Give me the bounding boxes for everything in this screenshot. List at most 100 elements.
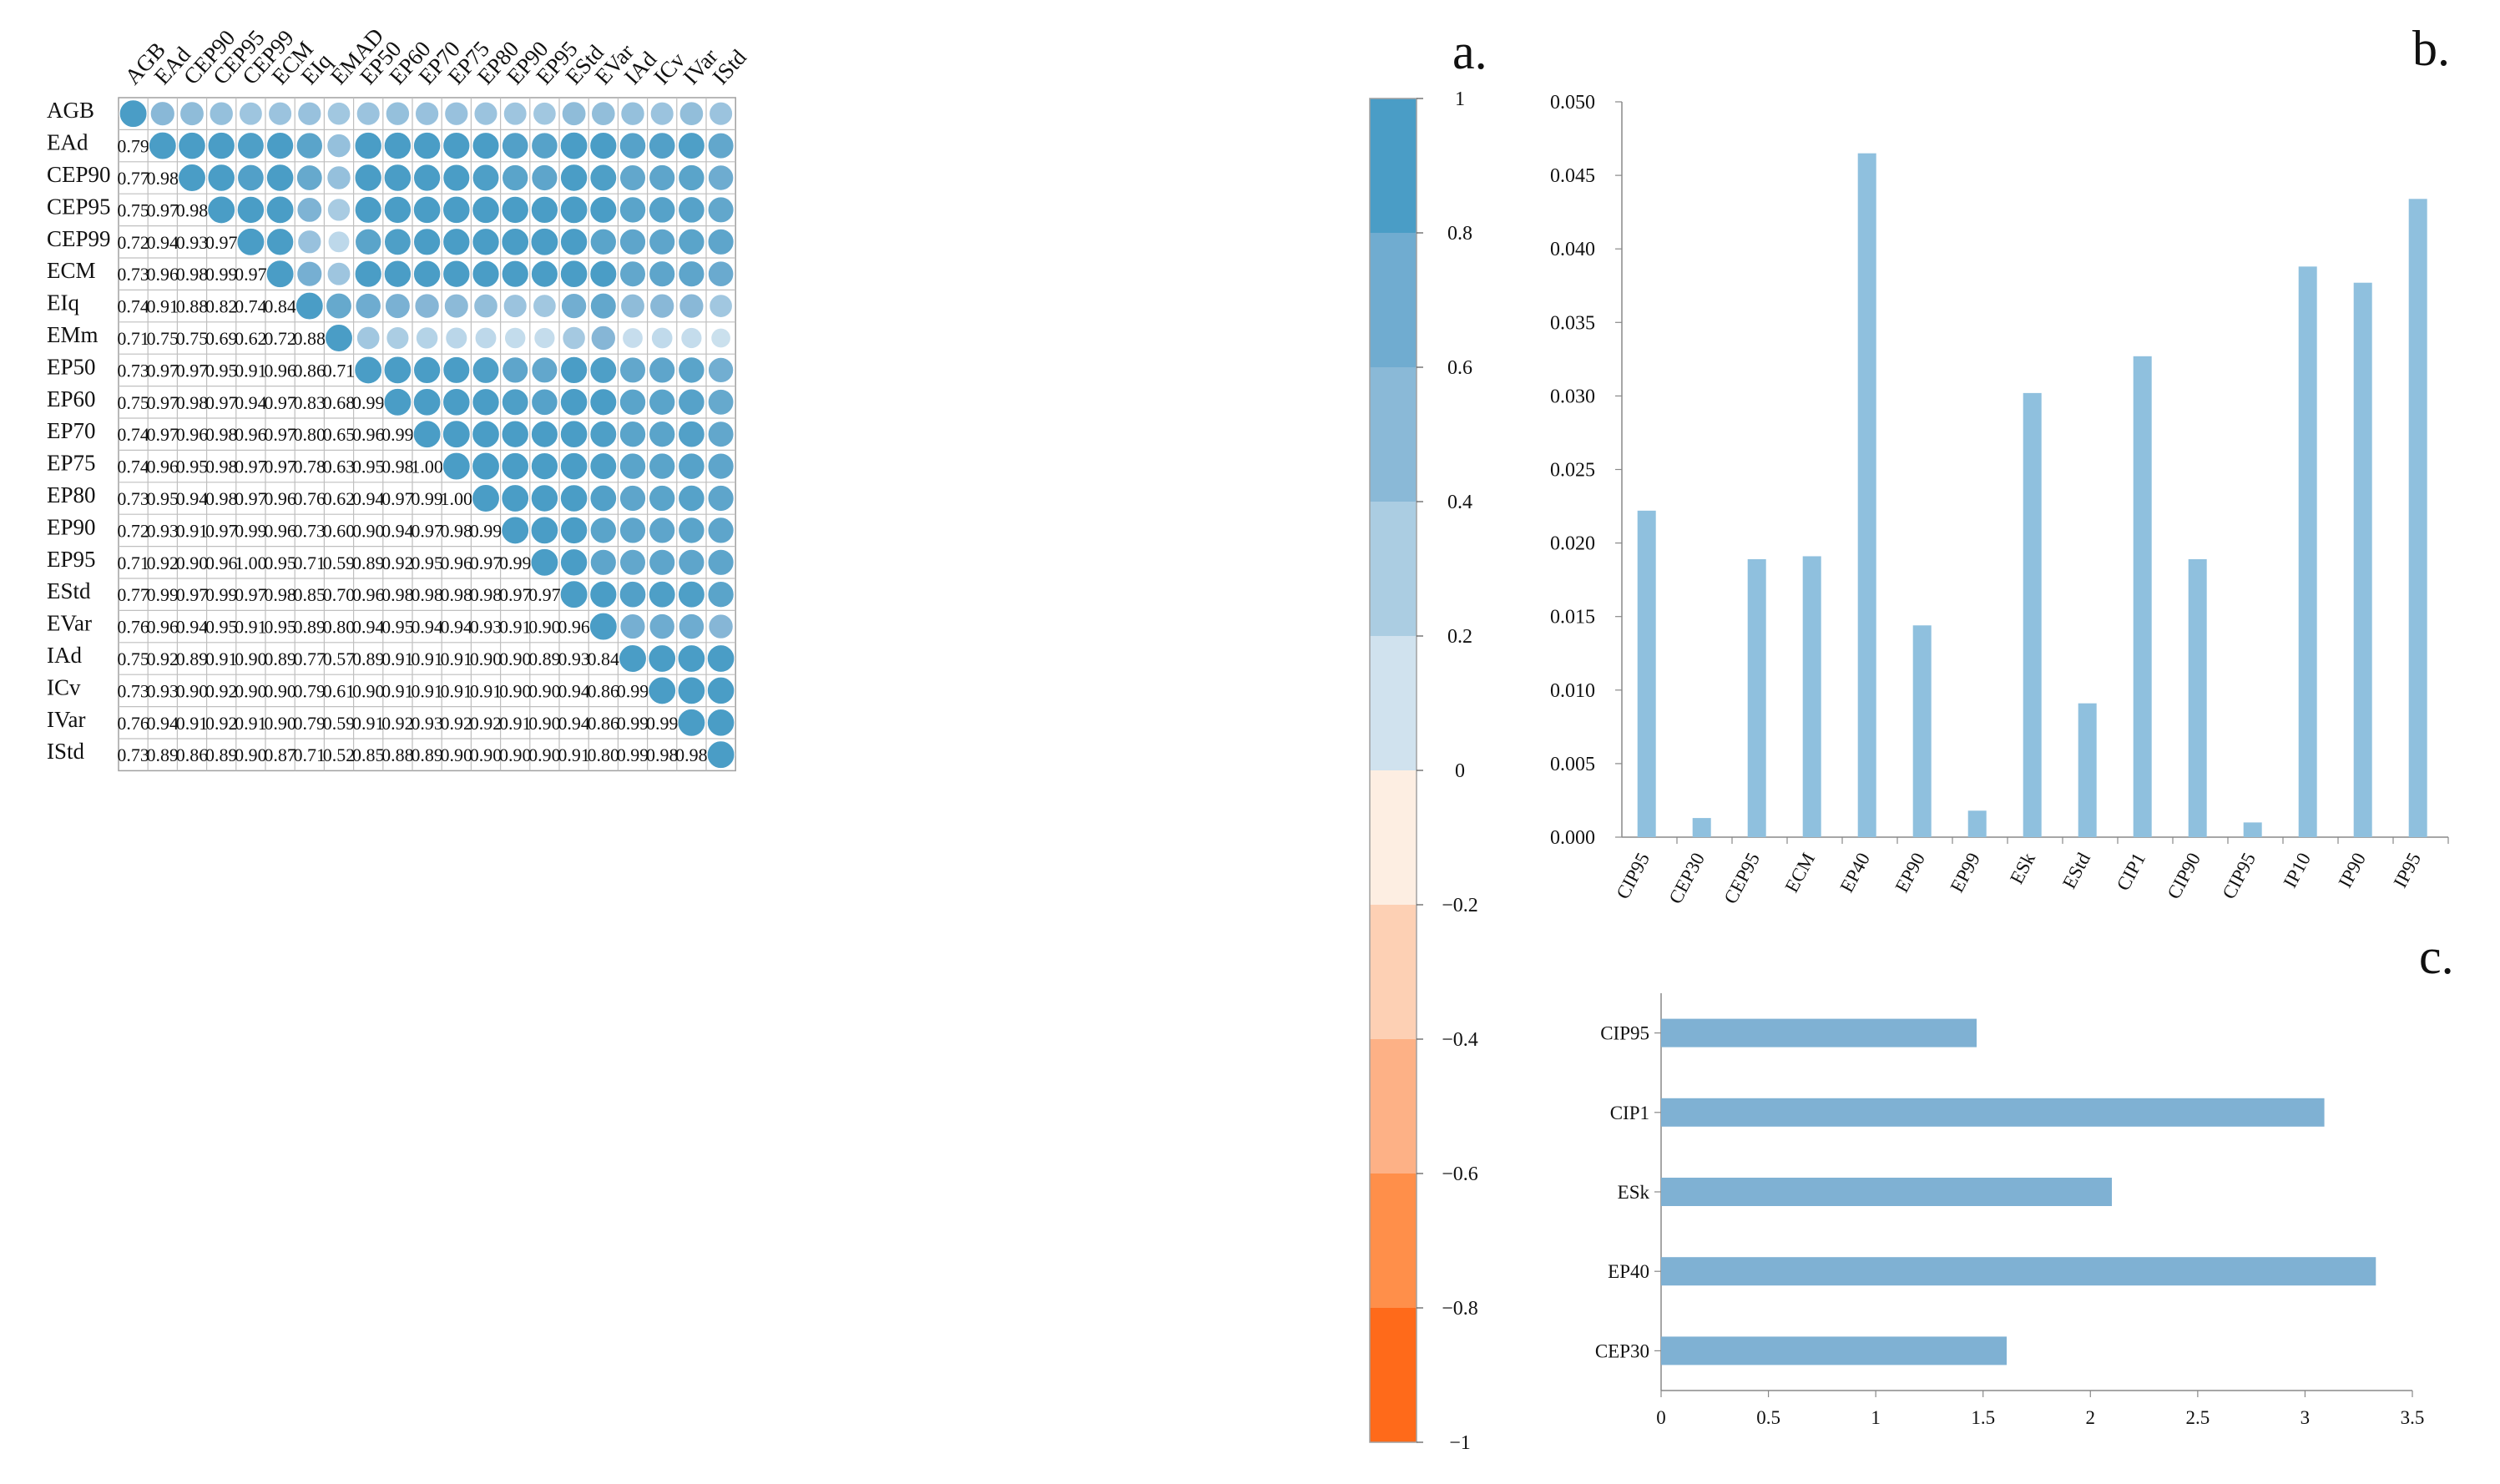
correlation-circle	[501, 516, 530, 545]
correlation-value: 0.62	[235, 328, 267, 349]
correlation-circle	[589, 548, 618, 577]
bar-b	[1747, 558, 1766, 837]
correlation-value: 0.90	[176, 553, 209, 573]
x-tick-label-b: CIP1	[2113, 850, 2149, 894]
correlation-value: 0.91	[470, 680, 503, 701]
correlation-circle	[589, 195, 618, 225]
correlation-circle	[236, 227, 265, 256]
correlation-circle	[265, 195, 295, 225]
correlation-circle	[650, 326, 674, 350]
correlation-value: 0.94	[352, 488, 385, 509]
correlation-value: 0.97	[381, 488, 414, 509]
correlation-circle	[471, 420, 501, 449]
correlation-circle	[677, 420, 705, 448]
correlation-circle	[677, 452, 705, 481]
correlation-circle	[296, 101, 322, 127]
correlation-value: 0.97	[147, 360, 179, 381]
correlation-value: 0.76	[117, 617, 149, 638]
correlation-value: 0.91	[176, 713, 209, 734]
correlation-circle	[385, 101, 411, 127]
correlation-circle	[265, 227, 295, 256]
correlation-value: 0.97	[147, 424, 179, 445]
row-label: IAd	[47, 643, 82, 668]
row-label: IVar	[47, 707, 85, 732]
bar-b	[2408, 199, 2427, 838]
correlation-circle	[648, 644, 677, 674]
correlation-circle	[677, 676, 706, 705]
correlation-value: 0.95	[352, 457, 385, 477]
correlation-circle	[442, 195, 471, 225]
bar-c	[1661, 1098, 2325, 1127]
column-label: IStd	[708, 44, 752, 89]
correlation-value: 0.97	[147, 199, 179, 220]
colorbar: 1 0.8 0.6 0.4 0.2 0 −0.2 −0.4 −0.6 −0.8 −1	[1369, 88, 1478, 1454]
correlation-value: 0.90	[470, 745, 503, 765]
correlation-circle	[532, 294, 557, 319]
row-label: CEP99	[47, 226, 111, 251]
correlation-value: 0.93	[147, 680, 179, 701]
panel-label-c: c.	[2419, 929, 2454, 984]
correlation-circle	[354, 228, 382, 256]
correlation-value: 1.00	[441, 488, 473, 509]
bar-b	[1692, 818, 1711, 837]
correlation-circle	[503, 293, 528, 319]
correlation-value: 0.90	[264, 713, 296, 734]
correlation-circle	[530, 195, 559, 225]
correlation-value: 1.00	[235, 553, 267, 573]
colorbar-tick-label: −1	[1449, 1432, 1471, 1454]
correlation-value: 0.90	[352, 680, 385, 701]
correlation-value: 0.99	[617, 745, 649, 765]
bar-b	[1967, 810, 1987, 837]
correlation-value: 0.97	[499, 584, 532, 605]
correlation-value: 0.80	[323, 617, 356, 638]
correlation-circle	[678, 164, 705, 192]
bar-b	[2188, 558, 2207, 837]
correlation-value: 0.73	[117, 488, 149, 509]
correlation-circle	[415, 326, 439, 350]
correlation-value: 0.97	[205, 520, 238, 541]
correlation-circle	[472, 195, 500, 225]
correlation-circle	[326, 101, 351, 126]
correlation-value: 0.97	[470, 553, 503, 573]
correlation-circle	[648, 517, 676, 544]
correlation-circle	[559, 131, 588, 160]
x-tick-label-c: 2.5	[2185, 1407, 2210, 1428]
correlation-circle	[589, 356, 618, 385]
correlation-value: 0.79	[117, 136, 149, 157]
colorbar-tick-label: 0	[1455, 760, 1465, 782]
correlation-circle	[501, 260, 530, 289]
correlation-circle	[207, 131, 236, 160]
correlation-circle	[473, 101, 498, 126]
correlation-circle	[501, 132, 529, 160]
colorbar-tick-label: 0.4	[1447, 492, 1472, 513]
x-tick-label-b: CIP95	[2218, 850, 2260, 903]
correlation-value: 0.72	[117, 232, 149, 253]
correlation-circle	[412, 227, 442, 256]
correlation-circle	[559, 516, 588, 545]
correlation-circle	[677, 708, 706, 737]
correlation-circle	[355, 292, 382, 320]
correlation-circle	[680, 326, 703, 350]
correlation-circle	[707, 228, 735, 256]
row-label: EStd	[47, 578, 91, 603]
correlation-circle	[648, 388, 676, 416]
row-label: ECM	[47, 258, 96, 283]
correlation-circle	[559, 260, 588, 289]
correlation-value: 0.63	[323, 457, 356, 477]
correlation-value: 0.91	[411, 649, 443, 669]
correlation-circle	[677, 388, 705, 416]
correlation-value: 0.74	[235, 296, 267, 317]
y-tick-label-b: 0.015	[1550, 607, 1595, 628]
importance-bar-chart-c: 0 0.5 1 1.5 2 2.5 3 3.5 CIP95 CIP1 ESk EP40 CEP30	[1595, 993, 2424, 1428]
correlation-value: 0.96	[264, 520, 296, 541]
correlation-circle	[559, 420, 588, 449]
correlation-circle	[177, 163, 207, 193]
correlation-value: 0.89	[147, 745, 179, 765]
correlation-value: 0.72	[264, 328, 296, 349]
correlation-value: 0.75	[117, 649, 149, 669]
correlation-circle	[501, 388, 529, 416]
correlation-circle	[590, 325, 617, 351]
correlation-circle	[412, 131, 442, 160]
correlation-circle	[501, 195, 530, 225]
